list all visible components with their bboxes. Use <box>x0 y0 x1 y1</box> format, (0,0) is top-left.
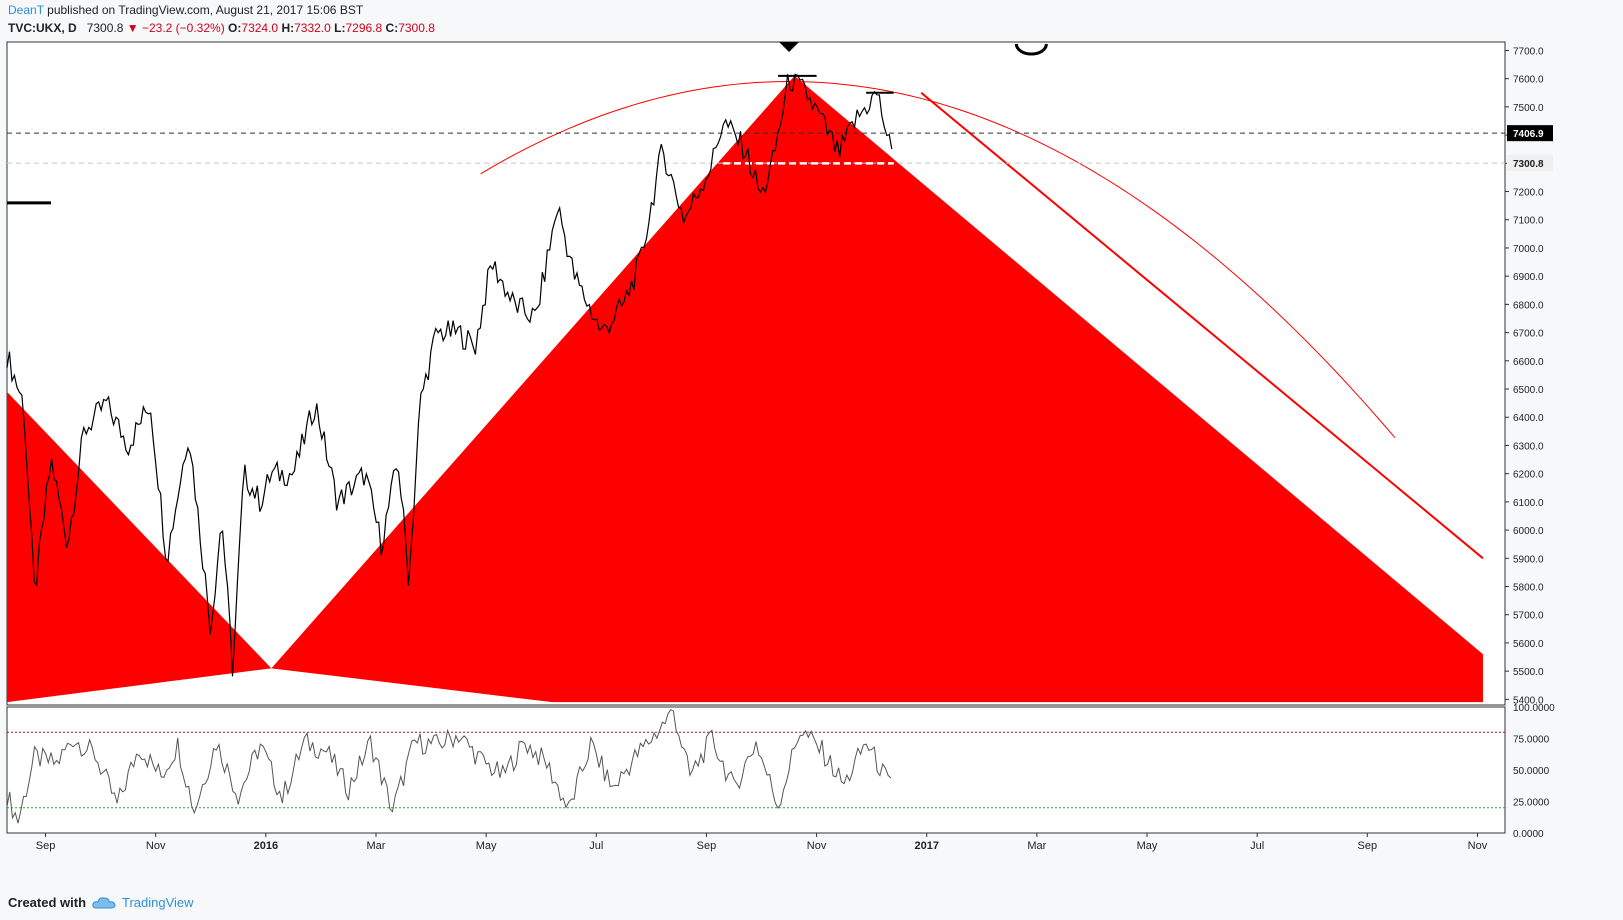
y-tick-label: 7200.0 <box>1513 188 1544 199</box>
author-link[interactable]: DeanT <box>8 3 44 17</box>
x-tick-label: May <box>476 840 497 852</box>
y-tick-label: 7600.0 <box>1513 75 1544 86</box>
y-tick-label: 6600.0 <box>1513 357 1544 368</box>
y-tick-label: 6800.0 <box>1513 300 1544 311</box>
x-tick-label: Sep <box>36 840 56 852</box>
y-tick-label: 5500.0 <box>1513 667 1544 678</box>
chart-area[interactable]: 7700.07600.07500.07400.07300.07200.07100… <box>0 40 1623 885</box>
y-tick-label: 7100.0 <box>1513 216 1544 227</box>
arc-curve <box>480 80 1396 438</box>
publish-info: published on TradingView.com, August 21,… <box>47 3 364 17</box>
oscillator-tick-label: 0.0000 <box>1513 829 1544 840</box>
y-tick-label: 6700.0 <box>1513 329 1544 340</box>
y-tick-label: 7000.0 <box>1513 244 1544 255</box>
y-tick-label: 6500.0 <box>1513 385 1544 396</box>
y-tick-label: 6300.0 <box>1513 441 1544 452</box>
x-tick-label: Nov <box>146 840 166 852</box>
tradingview-cloud-icon <box>92 896 116 908</box>
close-price-badge <box>1507 155 1553 172</box>
low-label: L: <box>334 21 346 35</box>
x-tick-label: 2016 <box>254 840 278 852</box>
x-tick-label: Mar <box>367 840 386 852</box>
publish-line: DeanT published on TradingView.com, Augu… <box>8 3 363 17</box>
y-tick-label: 6900.0 <box>1513 272 1544 283</box>
down-arrow-icon: ▼ <box>126 21 139 35</box>
open-label: O: <box>228 21 242 35</box>
last-price: 7300.8 <box>86 21 124 35</box>
oscillator-tick-label: 100.0000 <box>1513 703 1555 714</box>
current-price-badge <box>1507 125 1553 142</box>
y-tick-label: 5800.0 <box>1513 583 1544 594</box>
price-change: −23.2 (−0.32%) <box>141 21 225 35</box>
high-label: H: <box>281 21 295 35</box>
created-with-label: Created with <box>8 895 87 910</box>
pattern-triangle-main <box>271 75 1483 703</box>
y-tick-label: 6200.0 <box>1513 470 1544 481</box>
x-tick-label: Jul <box>589 840 603 852</box>
y-tick-label: 7500.0 <box>1513 103 1544 114</box>
x-tick-label: May <box>1137 840 1158 852</box>
y-tick-label: 6400.0 <box>1513 413 1544 424</box>
y-tick-label: 6100.0 <box>1513 498 1544 509</box>
oscillator-pane <box>6 706 1506 834</box>
symbol-label: TVC:UKX, D <box>8 21 77 35</box>
tradingview-brand[interactable]: TradingView <box>122 895 194 910</box>
y-tick-label: 5400.0 <box>1513 695 1544 706</box>
ohlc-line: TVC:UKX, D 7300.8 ▼ −23.2 (−0.32%) O:732… <box>8 21 435 35</box>
peak-arrow-icon <box>779 42 800 52</box>
pattern-triangle-left <box>7 391 272 703</box>
close-price-badge-text: 7300.8 <box>1513 159 1544 170</box>
close-value: 7300.8 <box>398 21 435 35</box>
x-tick-label: Sep <box>697 840 717 852</box>
y-tick-label: 5700.0 <box>1513 611 1544 622</box>
price-series-line <box>6 73 893 677</box>
x-tick-label: 2017 <box>914 840 938 852</box>
low-value: 7296.8 <box>345 21 383 35</box>
y-tick-label: 5900.0 <box>1513 554 1544 565</box>
open-value: 7324.0 <box>241 21 279 35</box>
x-tick-label: Sep <box>1358 840 1378 852</box>
circle-marker-icon <box>1014 43 1048 56</box>
high-value: 7332.0 <box>294 21 331 35</box>
x-tick-label: Jul <box>1250 840 1264 852</box>
y-tick-label: 6000.0 <box>1513 526 1544 537</box>
y-tick-label: 7700.0 <box>1513 46 1544 57</box>
oscillator-tick-label: 50.0000 <box>1513 766 1550 777</box>
y-tick-label: 5600.0 <box>1513 639 1544 650</box>
x-tick-label: Nov <box>1468 840 1488 852</box>
footer: Created with TradingView <box>8 895 194 910</box>
price-chart-svg[interactable]: 7700.07600.07500.07400.07300.07200.07100… <box>0 40 1623 880</box>
trend-line <box>920 92 1484 560</box>
current-price-badge-text: 7406.9 <box>1513 129 1544 140</box>
x-tick-label: Mar <box>1027 840 1046 852</box>
x-tick-label: Nov <box>807 840 827 852</box>
oscillator-tick-label: 75.0000 <box>1513 735 1550 746</box>
close-label: C: <box>385 21 399 35</box>
oscillator-tick-label: 25.0000 <box>1513 798 1550 809</box>
oscillator-series-line <box>6 709 892 824</box>
